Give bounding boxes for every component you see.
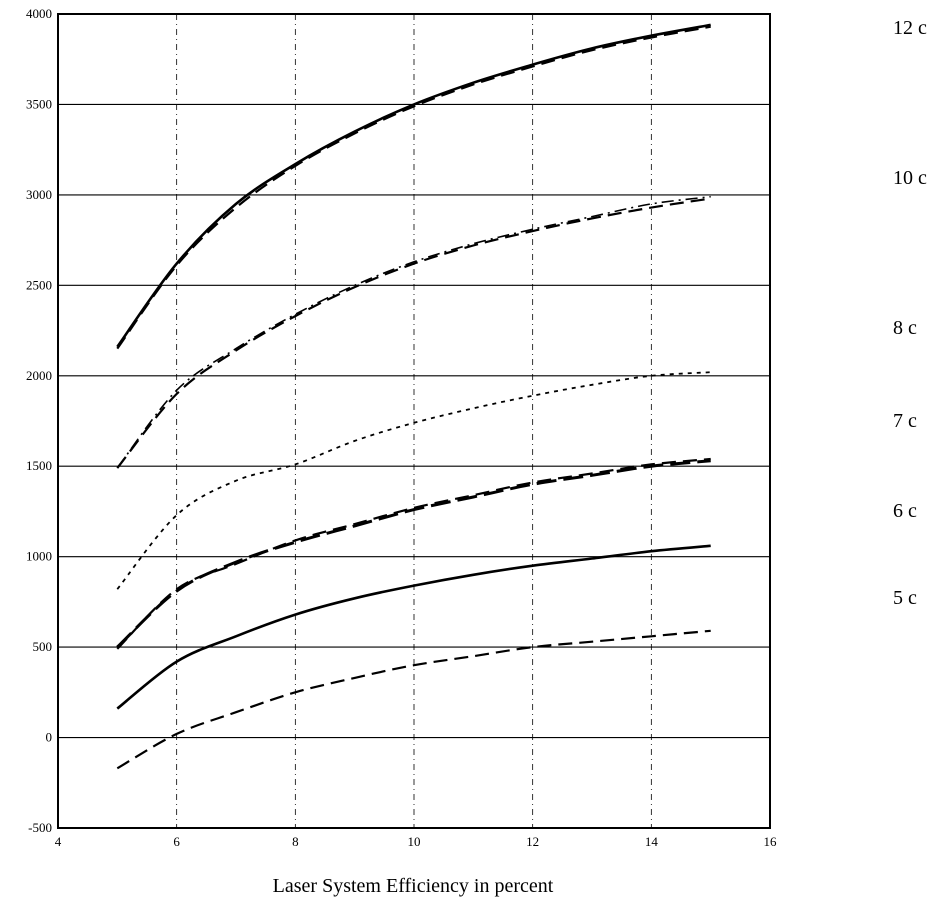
x-tick-label: 14 [645, 834, 659, 849]
x-tick-label: 12 [526, 834, 539, 849]
y-tick-label: 500 [33, 639, 53, 654]
y-tick-label: 3000 [26, 187, 52, 202]
y-tick-label: 0 [46, 730, 53, 745]
plot-frame [57, 13, 771, 829]
series-label: 5 c [893, 587, 917, 609]
series-line-8 [116, 544, 711, 710]
y-tick-label: 4000 [26, 6, 52, 21]
y-tick-label: 1000 [26, 549, 52, 564]
x-tick-label: 10 [408, 834, 421, 849]
series-line-1 [116, 23, 711, 348]
x-tick-label: 16 [764, 834, 778, 849]
series-label: 10 c [893, 167, 927, 189]
series-labels: 12 c 10 c 8 c 7 c 6 c 5 c [893, 17, 927, 609]
series-line-7 [116, 459, 711, 649]
series-line-5 [116, 371, 711, 590]
x-tick-label: 4 [55, 834, 62, 849]
y-tick-label: 2000 [26, 368, 52, 383]
x-axis-label: Laser System Efficiency in percent [273, 875, 554, 897]
vertical-gridlines [176, 14, 652, 828]
series-label: 7 c [893, 410, 917, 432]
y-tick-label: 3500 [26, 96, 52, 111]
series-line-9 [116, 629, 711, 770]
series-lines [116, 23, 711, 770]
series-label: 8 c [893, 317, 917, 339]
series-line-2 [116, 25, 711, 350]
y-tick-label: -500 [28, 820, 52, 835]
y-tick-labels: -500 0 500 1000 1500 2000 2500 3000 3500 4000 [26, 6, 52, 835]
series-label: 12 c [893, 17, 927, 39]
x-tick-labels: 4 6 8 10 12 14 16 [55, 834, 777, 849]
series-label: 6 c [893, 500, 917, 522]
y-tick-label: 1500 [26, 458, 52, 473]
y-tick-label: 2500 [26, 277, 52, 292]
series-line-3 [116, 197, 711, 469]
x-tick-label: 8 [292, 834, 299, 849]
x-tick-label: 6 [173, 834, 180, 849]
